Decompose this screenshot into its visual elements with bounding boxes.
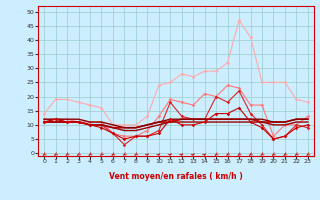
X-axis label: Vent moyen/en rafales ( km/h ): Vent moyen/en rafales ( km/h ) (109, 172, 243, 181)
